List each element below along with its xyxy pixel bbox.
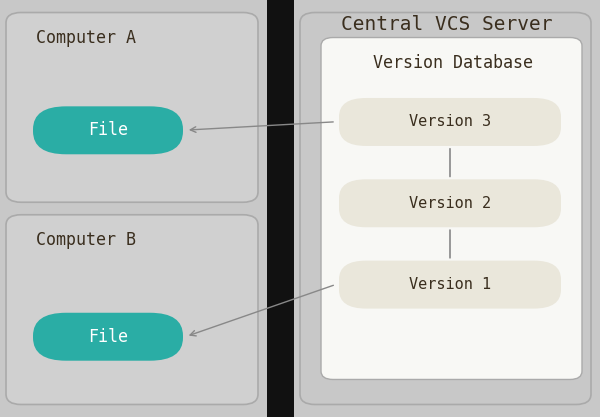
Text: Version Database: Version Database [373,54,533,72]
FancyBboxPatch shape [33,106,183,154]
FancyBboxPatch shape [6,13,258,202]
Text: Version 1: Version 1 [409,277,491,292]
FancyBboxPatch shape [339,261,561,309]
FancyBboxPatch shape [339,179,561,227]
FancyBboxPatch shape [6,215,258,404]
Text: Computer A: Computer A [36,29,136,47]
Text: File: File [88,121,128,139]
FancyBboxPatch shape [33,313,183,361]
Text: Computer B: Computer B [36,231,136,249]
Text: Central VCS Server: Central VCS Server [341,15,553,34]
Text: Version 3: Version 3 [409,114,491,129]
FancyBboxPatch shape [267,0,294,417]
FancyBboxPatch shape [300,13,591,404]
Text: File: File [88,327,128,346]
FancyBboxPatch shape [321,38,582,379]
Text: Version 2: Version 2 [409,196,491,211]
FancyBboxPatch shape [339,98,561,146]
